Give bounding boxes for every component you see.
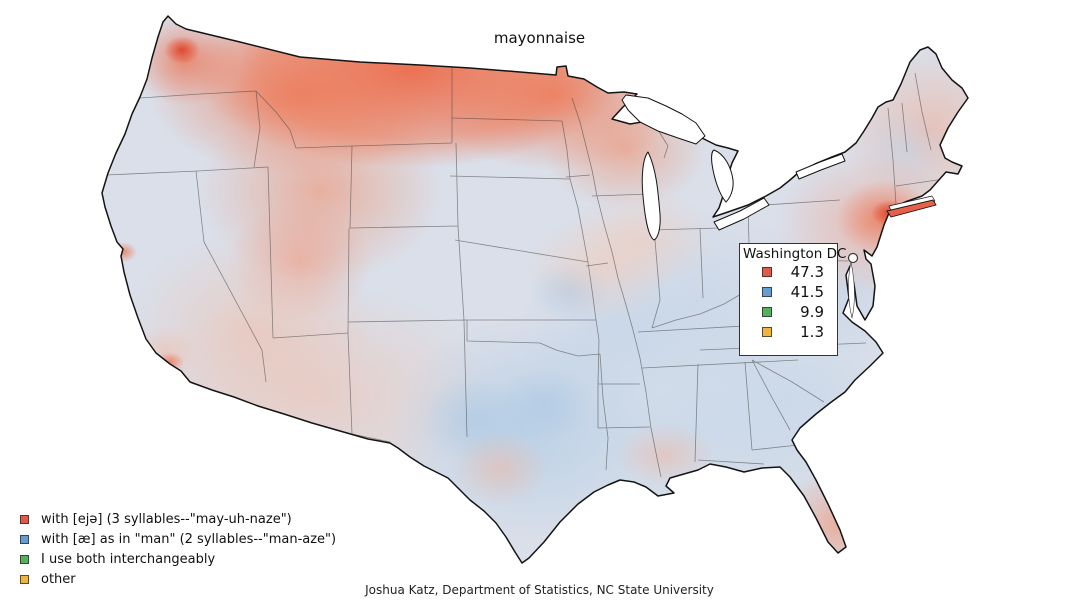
legend-item: with [æ] as in "man" (2 syllables--"man-… — [20, 529, 336, 549]
red-swatch-icon — [762, 267, 772, 277]
lake-erie — [713, 197, 770, 231]
legend-item: other — [20, 569, 336, 589]
chesapeake-bay — [848, 261, 855, 319]
tooltip-row: 1.3 — [740, 322, 837, 342]
lake-huron — [711, 149, 734, 203]
tooltip-value: 9.9 — [800, 303, 824, 321]
green-swatch-icon — [20, 554, 29, 564]
red-swatch-icon — [20, 514, 29, 524]
page-title: mayonnaise — [493, 29, 586, 47]
lake-michigan — [641, 151, 661, 241]
orange-swatch-icon — [762, 327, 772, 337]
tooltip-value: 47.3 — [790, 263, 824, 281]
legend-item: with [ejə] (3 syllables--"may-uh-naze") — [20, 509, 336, 529]
tooltip-row: 41.5 — [740, 282, 837, 302]
legend-label: other — [41, 571, 76, 587]
lake-ontario — [795, 153, 846, 180]
legend-item: I use both interchangeably — [20, 549, 336, 569]
orange-swatch-icon — [20, 574, 29, 584]
blue-swatch-icon — [762, 287, 772, 297]
lake-superior — [621, 94, 706, 145]
green-swatch-icon — [762, 307, 772, 317]
legend-label: I use both interchangeably — [41, 551, 216, 567]
tooltip-row: 47.3 — [740, 262, 837, 282]
us-outline — [101, 15, 969, 564]
great-lakes — [621, 94, 936, 319]
tooltip-value: 1.3 — [800, 323, 824, 341]
tooltip-value: 41.5 — [790, 283, 824, 301]
blue-swatch-icon — [20, 534, 29, 544]
legend-label: with [æ] as in "man" (2 syllables--"man-… — [41, 531, 337, 547]
hover-tooltip: Washington DC 47.3 41.5 9.9 1.3 — [739, 243, 847, 356]
credit-line: Joshua Katz, Department of Statistics, N… — [365, 583, 714, 597]
tooltip-row: 9.9 — [740, 302, 837, 322]
hover-point-marker — [847, 252, 859, 264]
long-island — [886, 199, 937, 218]
legend: with [ejə] (3 syllables--"may-uh-naze") … — [20, 509, 336, 589]
tooltip-location-label: Washington DC — [743, 246, 847, 262]
legend-label: with [ejə] (3 syllables--"may-uh-naze") — [41, 511, 292, 527]
